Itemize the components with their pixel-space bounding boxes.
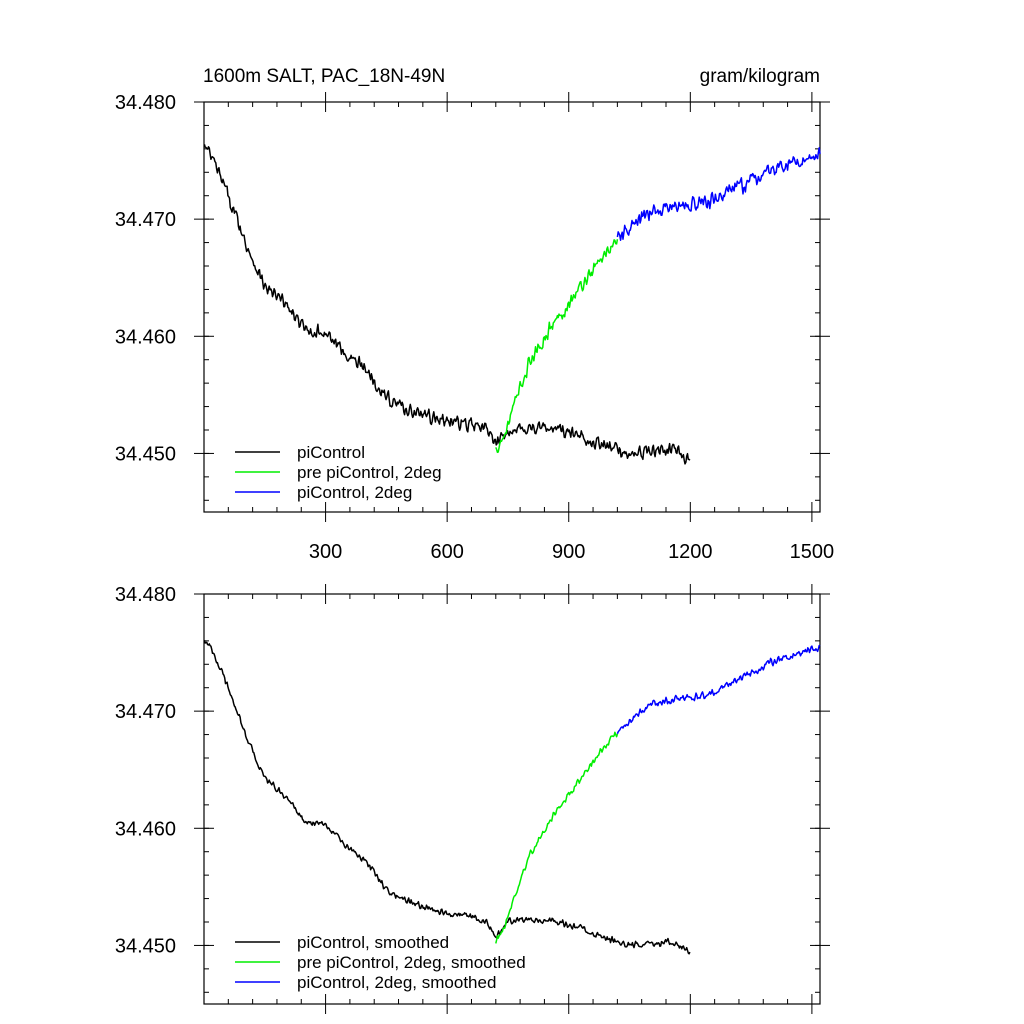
top-panel: 34.450 34.460 34.470 34.480 300 600 900 1200 15… [115,92,834,563]
x-tick-label: 1500 [790,541,835,563]
y-tick-label: 34.470 [115,209,176,231]
bottom-series-group [203,639,821,955]
y-tick-label: 34.470 [115,701,176,723]
series-line-2 [495,239,619,454]
legend-label: piControl, smoothed [297,933,449,952]
bottom-plot-frame [203,593,821,1005]
x-tick-label: 900 [552,541,585,563]
bottom-y-axis-labels: 34.450 34.460 34.470 34.480 [115,584,176,957]
series-line-3 [616,644,821,735]
top-plot-frame [203,101,821,513]
x-tick-label: 600 [430,541,463,563]
legend-label: piControl, 2deg, smoothed [297,973,496,992]
y-tick-label: 34.460 [115,818,176,840]
bottom-panel: 34.450 34.460 34.470 34.480 piControl, smoo… [115,584,830,1014]
legend-label: pre piControl, 2deg [297,463,442,482]
y-tick-label: 34.460 [115,326,176,348]
legend-label: piControl [297,443,365,462]
y-tick-label: 34.480 [115,584,176,606]
top-y-axis-labels: 34.450 34.460 34.470 34.480 [115,92,176,465]
x-tick-label: 300 [309,541,342,563]
series-line-1 [203,144,691,465]
top-ticks [194,92,830,522]
series-line-1 [203,639,691,955]
y-tick-label: 34.450 [115,443,176,465]
y-tick-label: 34.480 [115,92,176,114]
series-line-2 [495,731,619,944]
units-label: gram/kilogram [700,66,820,87]
series-line-3 [616,147,821,241]
x-tick-label: 1200 [668,541,713,563]
y-tick-label: 34.450 [115,935,176,957]
bottom-ticks [194,584,830,1014]
top-series-group [203,144,821,465]
legend-label: piControl, 2deg [297,483,412,502]
top-x-axis-labels: 300 600 900 1200 1500 [309,541,834,563]
legend-label: pre piControl, 2deg, smoothed [297,953,526,972]
chart-title: 1600m SALT, PAC_18N-49N [203,66,445,87]
